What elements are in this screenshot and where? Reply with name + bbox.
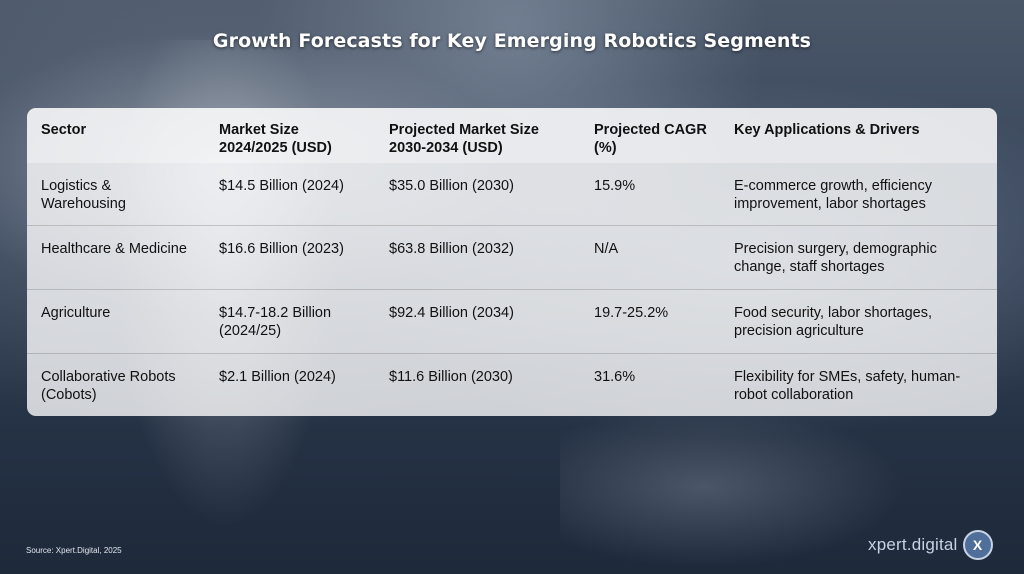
cell-projected-size: $63.8 Billion (2032) (389, 241, 514, 258)
logo-x-icon: X (962, 530, 993, 560)
cell-sector: Collaborative Robots (Cobots) (41, 368, 176, 403)
table-row: Healthcare & Medicine $16.6 Billion (202… (27, 226, 997, 290)
cell-sector: Logistics & Warehousing (27, 163, 205, 226)
cell-market-size: $16.6 Billion (2023) (219, 241, 344, 258)
cell-cagr: 31.6% (594, 368, 636, 385)
cell-drivers: E-commerce growth, efficiency improvemen… (720, 163, 997, 226)
cell-cagr: 15.9% (580, 163, 720, 226)
header-sector: Sector (27, 108, 205, 163)
table-row: Agriculture $14.7-18.2 Billion (2024/25)… (27, 289, 997, 353)
cell-market-size: $2.1 Billion (2024) (219, 368, 336, 385)
table-row: Logistics & Warehousing $14.5 Billion (2… (27, 163, 997, 226)
forecast-table-panel: Sector Market Size 2024/2025 (USD) Proje… (27, 108, 997, 416)
cell-drivers: Flexibility for SMEs, safety, human-robo… (734, 368, 961, 403)
cell-market-size: $14.5 Billion (2024) (205, 163, 375, 226)
header-cagr: Projected CAGR (%) (580, 108, 720, 163)
cell-drivers: Precision surgery, demographic change, s… (734, 241, 937, 276)
table-header-row: Sector Market Size 2024/2025 (USD) Proje… (27, 108, 997, 163)
background-robotic-arm (560, 400, 920, 574)
cell-projected-size: $92.4 Billion (2034) (375, 289, 580, 353)
brand-logo[interactable]: xpert.digital X (868, 530, 993, 560)
cell-projected-size: $35.0 Billion (2030) (375, 163, 580, 226)
page-title: Growth Forecasts for Key Emerging Roboti… (212, 30, 812, 52)
cell-cagr: 19.7-25.2% (580, 289, 720, 353)
cell-market-size: $14.7-18.2 Billion (2024/25) (205, 289, 375, 353)
header-market-size: Market Size 2024/2025 (USD) (205, 108, 375, 163)
cell-sector: Agriculture (27, 289, 205, 353)
cell-sector: Healthcare & Medicine (41, 241, 187, 258)
source-caption: Source: Xpert.Digital, 2025 (26, 546, 122, 555)
logo-text: xpert.digital (868, 535, 958, 554)
table-row: Collaborative Robots (Cobots) $2.1 Billi… (27, 353, 997, 416)
cell-drivers: Food security, labor shortages, precisio… (720, 289, 997, 353)
cell-cagr: N/A (594, 241, 619, 258)
forecast-table: Sector Market Size 2024/2025 (USD) Proje… (27, 108, 997, 416)
header-projected-size: Projected Market Size 2030-2034 (USD) (375, 108, 580, 163)
cell-projected-size: $11.6 Billion (2030) (389, 368, 513, 385)
header-drivers: Key Applications & Drivers (720, 108, 997, 163)
